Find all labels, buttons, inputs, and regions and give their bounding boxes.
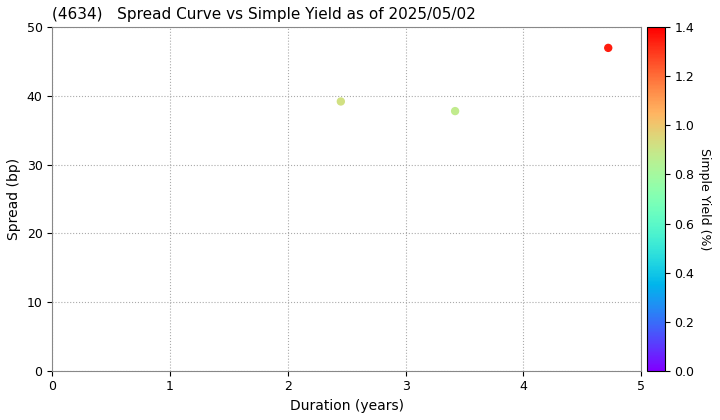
Point bbox=[335, 98, 346, 105]
Y-axis label: Simple Yield (%): Simple Yield (%) bbox=[698, 148, 711, 250]
X-axis label: Duration (years): Duration (years) bbox=[289, 399, 404, 413]
Text: (4634)   Spread Curve vs Simple Yield as of 2025/05/02: (4634) Spread Curve vs Simple Yield as o… bbox=[53, 7, 476, 22]
Point bbox=[603, 45, 614, 51]
Y-axis label: Spread (bp): Spread (bp) bbox=[7, 158, 21, 240]
Point bbox=[449, 108, 461, 115]
